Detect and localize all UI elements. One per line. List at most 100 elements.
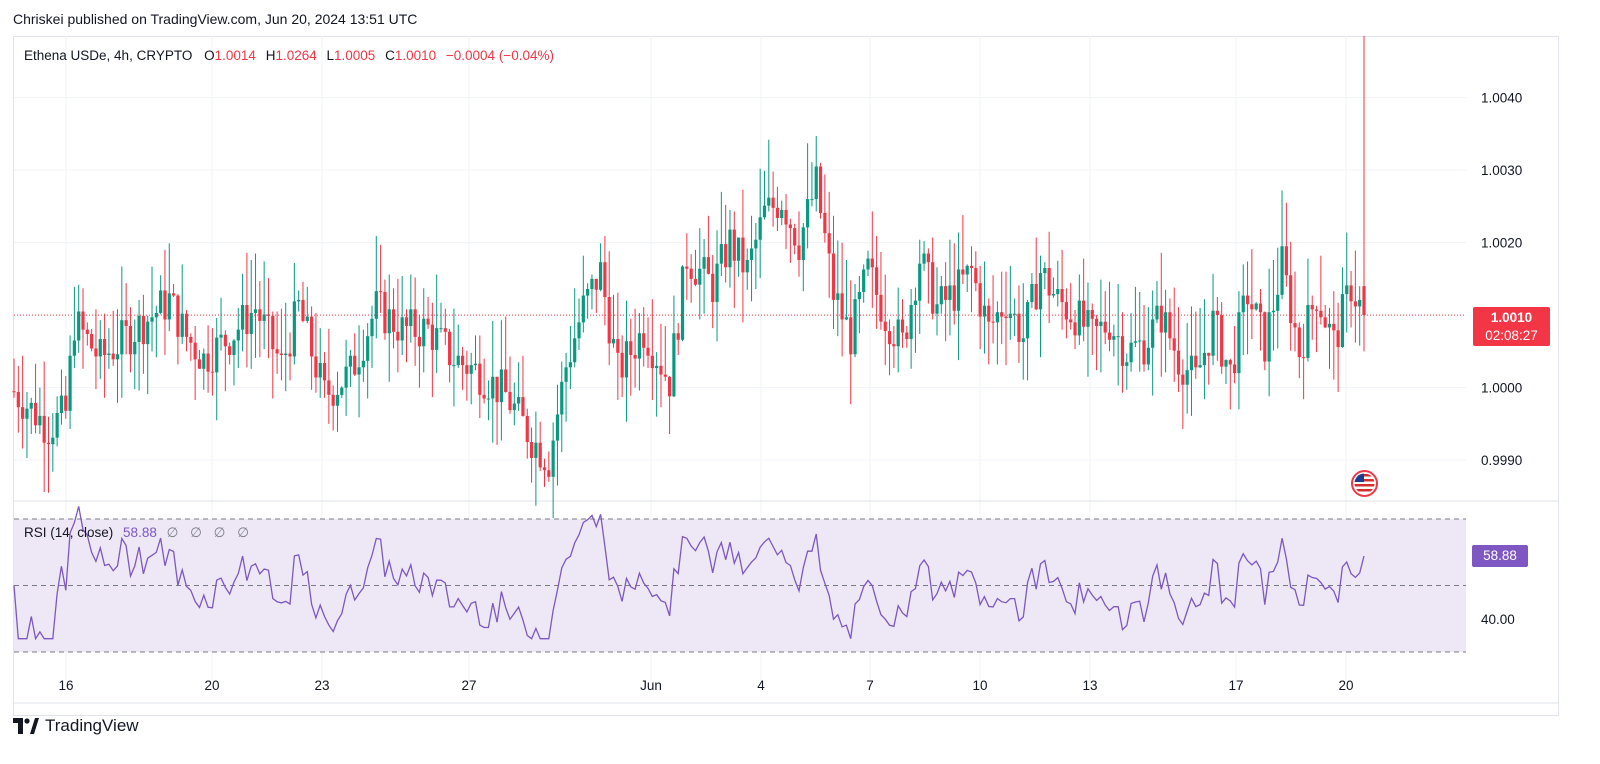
candle-body — [1215, 310, 1219, 316]
candle-body — [443, 328, 447, 332]
candle-body — [1194, 355, 1198, 368]
candle-body — [1302, 357, 1306, 359]
candle-body — [961, 269, 965, 275]
candle-body — [788, 224, 792, 229]
rsi-label[interactable]: RSI (14, close) — [24, 525, 114, 540]
candle-body — [1038, 273, 1043, 310]
candle-body — [275, 349, 279, 354]
current-price: 1.0010 — [1490, 310, 1533, 325]
candle-body — [107, 353, 111, 355]
candle-body — [1047, 268, 1051, 296]
time-tick-label: 4 — [757, 678, 765, 693]
candle-body — [1258, 303, 1263, 313]
candle-body — [512, 403, 516, 411]
candle-body — [577, 322, 581, 339]
candle-body — [525, 415, 529, 442]
time-tick-label: 16 — [58, 678, 73, 693]
candle-body — [236, 329, 240, 341]
time-tick-label: 20 — [1338, 678, 1353, 693]
candle-body — [831, 253, 836, 300]
candle-body — [521, 397, 525, 416]
candle-body — [1155, 305, 1159, 320]
candle-body — [590, 278, 594, 290]
candle-body — [448, 331, 452, 366]
candle-body — [486, 398, 491, 400]
rsi-tick-label: 40.00 — [1481, 612, 1515, 627]
candle-body — [1237, 312, 1241, 374]
candle-body — [586, 289, 590, 296]
candle-body — [417, 336, 422, 347]
candle-body — [387, 309, 391, 334]
candle-body — [1353, 301, 1357, 307]
candle-body — [90, 333, 94, 349]
candle-body — [1228, 360, 1232, 365]
candle-body — [240, 304, 245, 330]
candle-body — [849, 317, 853, 355]
candle-body — [51, 437, 55, 445]
candle-body — [529, 442, 534, 458]
candle-body — [460, 355, 465, 366]
candle-body — [1017, 313, 1021, 342]
candle-body — [883, 321, 887, 332]
candle-body — [1008, 313, 1012, 319]
candle-body — [1086, 310, 1090, 327]
candle-body — [918, 263, 922, 301]
tradingview-brand[interactable]: TradingView — [13, 716, 139, 736]
candle-body — [81, 311, 85, 330]
us-flag-icon[interactable] — [1351, 470, 1378, 497]
candle-body — [534, 442, 538, 458]
candle-body — [1254, 303, 1258, 310]
time-tick-label: 27 — [461, 678, 476, 693]
candle-body — [335, 394, 340, 406]
candle-body — [728, 229, 732, 268]
candle-body — [193, 342, 197, 360]
candle-body — [1332, 323, 1336, 331]
high-label: H — [265, 48, 276, 63]
candle-body — [978, 283, 982, 317]
candle-body — [400, 317, 404, 341]
symbol-title[interactable]: Ethena USDe, 4h, CRYPTO — [24, 48, 193, 63]
candle-body — [1241, 295, 1245, 313]
rsi-value: 58.88 — [123, 525, 157, 540]
candle-body — [409, 309, 413, 326]
candle-body — [879, 294, 883, 322]
candle-body — [33, 402, 38, 426]
candle-body — [72, 340, 76, 356]
rsi-na-1: ∅ — [166, 525, 179, 540]
candle-body — [1310, 304, 1314, 310]
candle-body — [1340, 294, 1345, 348]
candle-body — [1077, 300, 1081, 336]
candle-body — [629, 341, 633, 355]
candle-body — [495, 376, 499, 403]
candle-body — [223, 334, 227, 347]
candle-body — [680, 266, 685, 340]
open-label: O — [204, 48, 215, 63]
candle-body — [361, 360, 365, 368]
candle-body — [1133, 341, 1138, 343]
candle-body — [379, 291, 383, 293]
candle-body — [228, 346, 232, 355]
time-tick-label: 13 — [1082, 678, 1097, 693]
candle-body — [452, 365, 456, 367]
candle-body — [206, 353, 210, 372]
candle-body — [793, 228, 797, 246]
candle-body — [685, 266, 689, 269]
candle-body — [1146, 347, 1150, 365]
candle-body — [176, 295, 180, 337]
candle-body — [1103, 321, 1107, 333]
candle-body — [952, 285, 956, 311]
candle-body — [456, 355, 460, 366]
candle-body — [555, 414, 560, 441]
candle-body — [935, 304, 939, 314]
candle-body — [163, 290, 167, 320]
candle-body — [266, 314, 271, 316]
candle-body — [167, 293, 171, 320]
candle-body — [1138, 340, 1142, 342]
candle-body — [741, 237, 745, 273]
publisher-line: Chriskei published on TradingView.com, J… — [13, 11, 418, 27]
rsi-line — [13, 506, 1365, 641]
candle-body — [1319, 310, 1323, 318]
candle-body — [689, 268, 693, 279]
close-value: 1.0010 — [394, 48, 437, 63]
